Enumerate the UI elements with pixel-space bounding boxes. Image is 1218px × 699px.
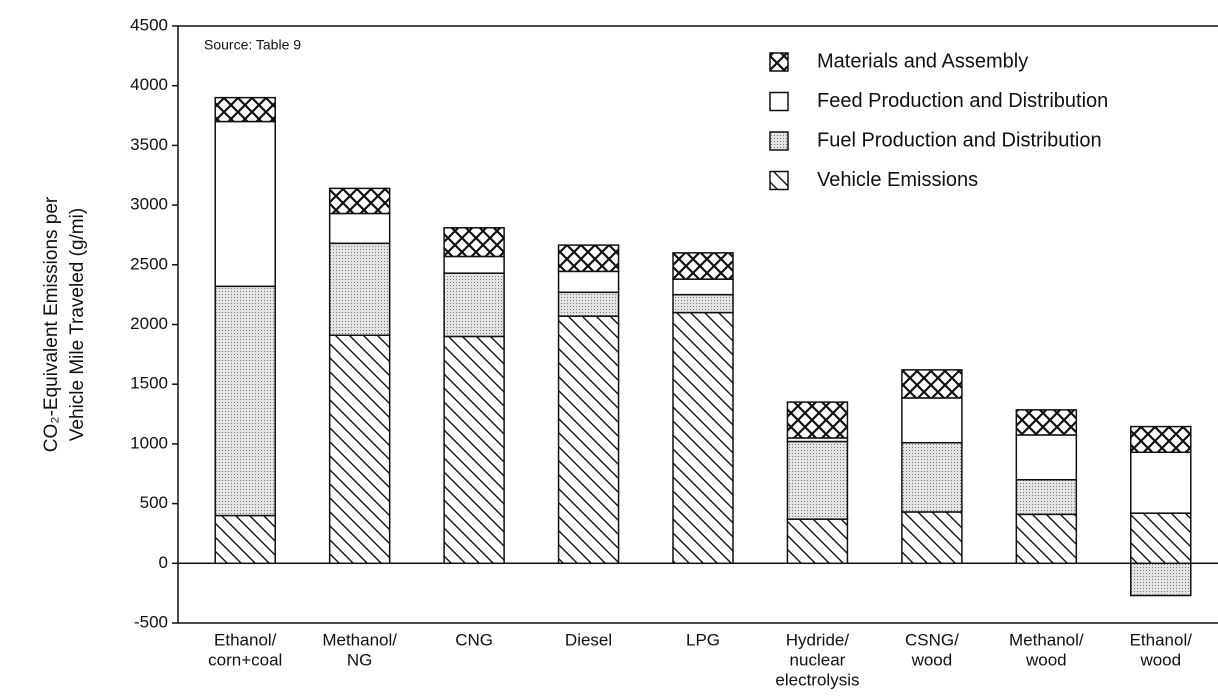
y-axis-label: CO₂-Equivalent Emissions per Vehicle Mile… <box>41 196 88 452</box>
y-tick-label: 0 <box>159 553 168 572</box>
bar-segment <box>786 518 849 565</box>
x-tick-label: CSNG/ <box>905 630 959 649</box>
bar-segment <box>1130 562 1192 597</box>
bar-segment <box>901 369 963 399</box>
x-tick-label: CNG <box>455 630 493 649</box>
y-tick-label: 2500 <box>130 254 168 273</box>
bar-segment <box>328 187 391 215</box>
legend-swatch <box>769 91 789 112</box>
bar-segment <box>328 242 391 336</box>
y-axis-label-line: Vehicle Mile Traveled (g/mi) <box>67 208 88 441</box>
y-tick-label: 3000 <box>130 195 168 214</box>
y-tick-label: -500 <box>134 612 168 631</box>
bar-segment <box>214 285 276 517</box>
bar-segment <box>557 270 620 294</box>
legend-swatch <box>769 52 789 72</box>
bar-segment <box>786 440 849 520</box>
x-tick-label: corn+coal <box>208 650 282 669</box>
y-tick-label: 4500 <box>130 15 168 34</box>
bar-segment <box>328 334 391 565</box>
x-tick-label: Ethanol/ <box>1130 630 1193 649</box>
bar-segment <box>214 120 276 288</box>
bar-segment <box>443 335 505 565</box>
x-tick-label: wood <box>1025 650 1067 669</box>
x-tick-label: Methanol/ <box>1009 630 1084 649</box>
legend-swatch <box>769 131 789 151</box>
y-axis-label-line: CO₂-Equivalent Emissions per <box>41 196 62 452</box>
legend-label: Fuel Production and Distribution <box>817 129 1102 151</box>
bar-segment <box>901 441 963 513</box>
x-tick-label: NG <box>347 650 373 669</box>
x-tick-label: wood <box>1139 650 1181 669</box>
x-tick-label: Methanol/ <box>322 630 397 649</box>
bar-segment <box>557 291 620 317</box>
y-tick-label: 500 <box>140 493 168 512</box>
y-tick-label: 3500 <box>130 135 168 154</box>
bar-segment <box>328 212 391 245</box>
legend-swatch <box>769 170 789 191</box>
bar-segment <box>443 255 505 274</box>
bar-segment <box>1130 512 1192 565</box>
y-tick-label: 1500 <box>130 374 168 393</box>
y-tick-label: 1000 <box>130 433 168 452</box>
x-tick-label: Hydride/ <box>786 630 850 649</box>
annotation: Source: Table 9 <box>204 37 301 53</box>
bar-segment <box>1015 434 1078 481</box>
bar-segment <box>901 397 963 444</box>
bar-segment <box>672 311 734 565</box>
y-tick-label: 2000 <box>130 314 168 333</box>
bar-segment <box>672 252 734 280</box>
x-tick-label: electrolysis <box>775 670 859 689</box>
bar-segment <box>214 514 276 565</box>
bar-segment <box>901 511 963 565</box>
bar-segment <box>1130 451 1192 514</box>
bar-segment <box>557 315 620 565</box>
bar-segment <box>672 278 734 296</box>
bar-segment <box>786 401 849 439</box>
x-tick-label: wood <box>911 650 953 669</box>
bar-segment <box>443 272 505 338</box>
x-tick-label: LPG <box>686 630 720 649</box>
bar-segment <box>214 96 276 123</box>
legend-label: Vehicle Emissions <box>817 169 978 191</box>
bar-segment <box>1015 513 1078 565</box>
y-tick-label: 4000 <box>130 75 168 94</box>
bar-segment <box>672 293 734 314</box>
legend-label: Materials and Assembly <box>817 50 1028 72</box>
x-tick-label: nuclear <box>790 650 846 669</box>
bar-segment <box>1015 478 1078 516</box>
legend-label: Feed Production and Distribution <box>817 90 1108 112</box>
bar-segment <box>1130 425 1192 454</box>
bar-segment <box>1015 409 1078 436</box>
bar-segment <box>557 244 620 273</box>
x-tick-label: Ethanol/ <box>214 630 277 649</box>
bar-segment <box>443 227 505 258</box>
x-tick-label: Diesel <box>565 630 612 649</box>
